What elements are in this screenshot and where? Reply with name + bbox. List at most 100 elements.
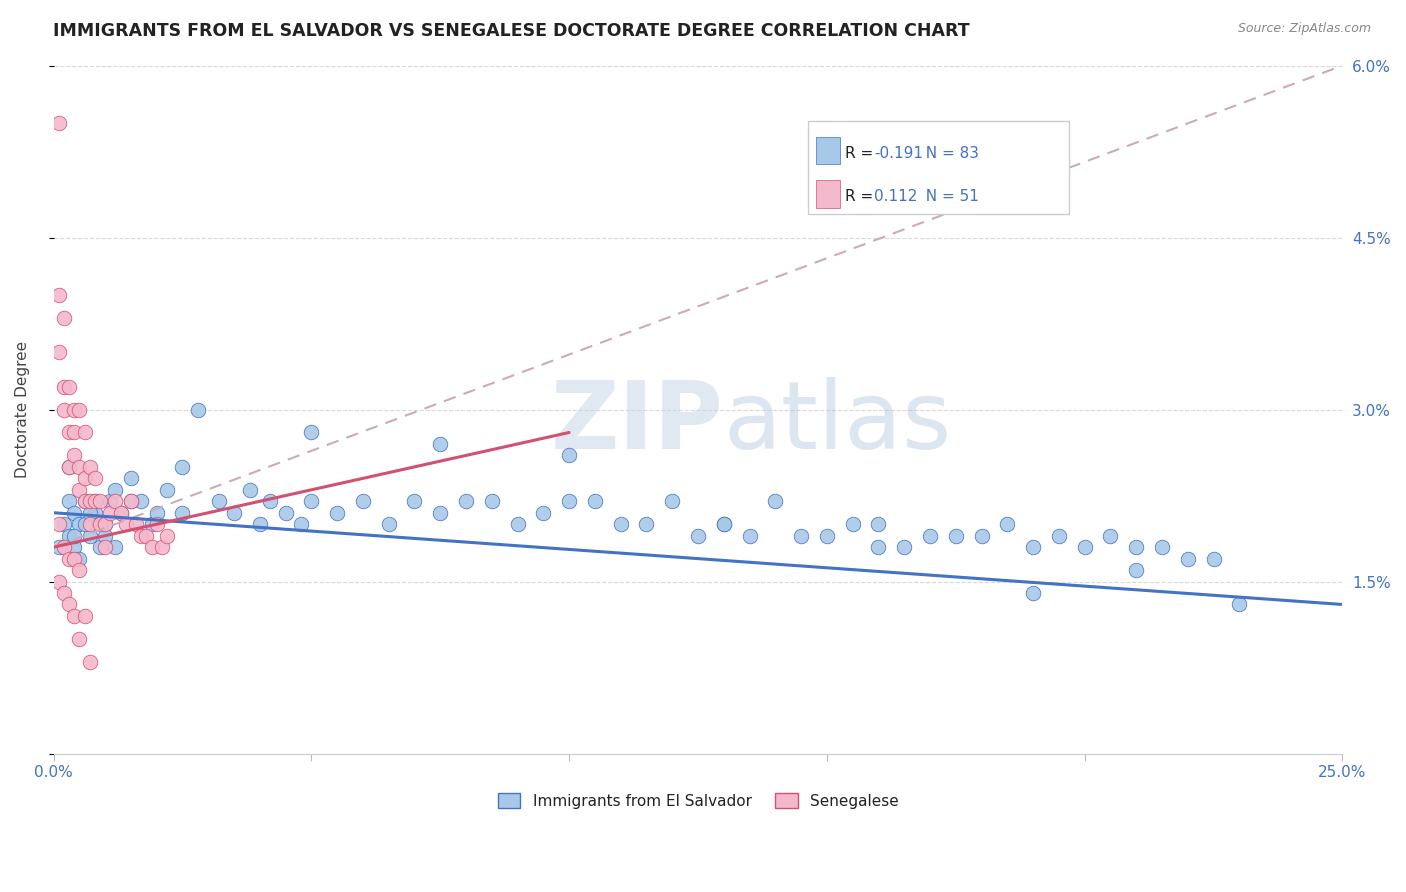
Point — [58, 425, 80, 440]
Point — [290, 517, 312, 532]
Point — [98, 494, 121, 508]
Text: N = 51: N = 51 — [915, 189, 979, 204]
Point — [713, 517, 735, 532]
Point — [150, 540, 173, 554]
Point — [79, 459, 101, 474]
Point — [48, 517, 70, 532]
Point — [1202, 551, 1225, 566]
Point — [48, 116, 70, 130]
Point — [58, 379, 80, 393]
Point — [58, 551, 80, 566]
Text: N = 83: N = 83 — [915, 145, 979, 161]
Point — [1177, 551, 1199, 566]
Y-axis label: Doctorate Degree: Doctorate Degree — [15, 341, 30, 478]
Text: -0.191: -0.191 — [875, 145, 924, 161]
Point — [893, 540, 915, 554]
Point — [52, 310, 75, 325]
Point — [145, 517, 167, 532]
Point — [238, 483, 260, 497]
Point — [52, 517, 75, 532]
Point — [83, 494, 105, 508]
Point — [583, 494, 606, 508]
Point — [187, 402, 209, 417]
Point — [815, 529, 838, 543]
Point — [145, 506, 167, 520]
Point — [52, 586, 75, 600]
Point — [58, 598, 80, 612]
Point — [52, 402, 75, 417]
Point — [713, 517, 735, 532]
Point — [172, 506, 194, 520]
Point — [67, 517, 90, 532]
Point — [141, 540, 163, 554]
Text: atlas: atlas — [724, 377, 952, 469]
Point — [207, 494, 229, 508]
Point — [67, 459, 90, 474]
Point — [67, 551, 90, 566]
Point — [222, 506, 245, 520]
Point — [73, 494, 96, 508]
Point — [104, 483, 127, 497]
Point — [558, 494, 581, 508]
Point — [48, 540, 70, 554]
Point — [79, 494, 101, 508]
Point — [172, 459, 194, 474]
Point — [558, 449, 581, 463]
Point — [73, 517, 96, 532]
Point — [63, 540, 86, 554]
Point — [841, 517, 863, 532]
Point — [67, 483, 90, 497]
Point — [63, 506, 86, 520]
Point — [1022, 540, 1045, 554]
Point — [481, 494, 503, 508]
Point — [110, 506, 132, 520]
Point — [120, 494, 142, 508]
Point — [79, 506, 101, 520]
Point — [274, 506, 297, 520]
Point — [58, 459, 80, 474]
Point — [1227, 598, 1250, 612]
Point — [104, 540, 127, 554]
Point — [63, 551, 86, 566]
Point — [73, 609, 96, 624]
Point — [52, 379, 75, 393]
Point — [67, 632, 90, 646]
Point — [63, 449, 86, 463]
Point — [1073, 540, 1095, 554]
Point — [89, 494, 111, 508]
Text: R =: R = — [845, 189, 877, 204]
Point — [89, 540, 111, 554]
Point — [104, 494, 127, 508]
Point — [1099, 529, 1122, 543]
Point — [94, 529, 117, 543]
Point — [299, 425, 322, 440]
Point — [141, 517, 163, 532]
Point — [156, 529, 179, 543]
Point — [995, 517, 1018, 532]
Text: Source: ZipAtlas.com: Source: ZipAtlas.com — [1237, 22, 1371, 36]
Point — [868, 540, 890, 554]
Point — [73, 425, 96, 440]
Point — [79, 529, 101, 543]
Point — [429, 437, 451, 451]
Point — [661, 494, 683, 508]
Point — [636, 517, 658, 532]
Point — [114, 517, 136, 532]
Text: ZIP: ZIP — [551, 377, 724, 469]
Point — [686, 529, 709, 543]
Point — [918, 529, 941, 543]
Point — [83, 494, 105, 508]
Point — [156, 483, 179, 497]
Point — [120, 494, 142, 508]
Point — [404, 494, 426, 508]
Point — [531, 506, 554, 520]
Point — [125, 517, 148, 532]
Point — [1022, 586, 1045, 600]
Point — [129, 494, 152, 508]
Point — [98, 506, 121, 520]
Point — [89, 517, 111, 532]
Point — [48, 574, 70, 589]
Point — [83, 471, 105, 485]
Point — [58, 494, 80, 508]
Point — [63, 402, 86, 417]
